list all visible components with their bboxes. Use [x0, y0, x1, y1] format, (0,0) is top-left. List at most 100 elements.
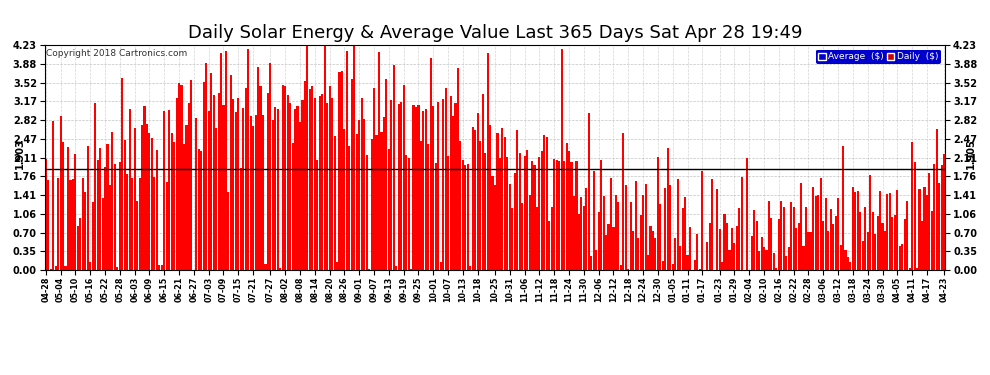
Bar — [97, 159, 99, 270]
Bar — [213, 94, 215, 270]
Bar — [203, 82, 205, 270]
Bar — [558, 161, 560, 270]
Bar — [659, 204, 661, 270]
Bar — [721, 262, 723, 270]
Bar — [413, 105, 415, 270]
Bar — [205, 63, 207, 270]
Bar — [334, 136, 336, 270]
Bar — [403, 85, 405, 270]
Bar — [874, 234, 876, 270]
Bar — [178, 82, 180, 270]
Bar — [628, 269, 630, 270]
Bar — [939, 183, 940, 270]
Bar — [788, 247, 790, 270]
Bar — [365, 154, 367, 270]
Bar — [613, 226, 615, 270]
Bar — [474, 130, 476, 270]
Bar — [775, 268, 777, 270]
Bar — [408, 158, 410, 270]
Bar — [447, 156, 449, 270]
Bar — [568, 151, 570, 270]
Bar — [783, 207, 785, 270]
Bar — [479, 141, 481, 270]
Bar — [316, 160, 319, 270]
Bar — [45, 159, 47, 270]
Bar — [245, 87, 247, 270]
Bar — [486, 53, 489, 270]
Bar — [906, 201, 908, 270]
Bar — [425, 110, 427, 270]
Bar — [129, 110, 131, 270]
Bar — [701, 171, 703, 270]
Bar — [736, 226, 738, 270]
Bar — [763, 247, 765, 270]
Bar — [835, 216, 837, 270]
Bar — [684, 197, 686, 270]
Bar — [795, 228, 797, 270]
Bar — [292, 143, 294, 270]
Bar — [188, 103, 190, 270]
Bar — [378, 53, 380, 270]
Bar — [943, 154, 945, 270]
Bar — [165, 182, 167, 270]
Bar — [346, 51, 347, 270]
Bar — [50, 268, 51, 270]
Bar — [861, 241, 864, 270]
Bar — [272, 120, 274, 270]
Bar — [112, 132, 114, 270]
Bar — [62, 142, 64, 270]
Bar — [501, 128, 504, 270]
Bar — [583, 206, 585, 270]
Bar — [755, 221, 757, 270]
Bar — [644, 184, 646, 270]
Bar — [393, 64, 395, 270]
Bar — [344, 129, 346, 270]
Bar — [491, 176, 494, 270]
Bar — [314, 98, 316, 270]
Bar — [410, 269, 412, 270]
Bar — [921, 221, 923, 270]
Bar — [768, 201, 770, 270]
Bar — [74, 154, 76, 270]
Bar — [304, 81, 306, 270]
Bar — [837, 198, 840, 270]
Bar — [778, 219, 780, 270]
Bar — [548, 220, 550, 270]
Bar — [600, 160, 602, 270]
Bar — [894, 215, 896, 270]
Bar — [563, 162, 565, 270]
Bar — [916, 268, 918, 270]
Bar — [198, 148, 200, 270]
Bar — [815, 195, 817, 270]
Bar — [536, 207, 538, 270]
Bar — [654, 238, 656, 270]
Bar — [433, 106, 435, 270]
Bar — [585, 188, 587, 270]
Bar — [914, 162, 916, 270]
Bar — [420, 141, 422, 270]
Bar — [686, 255, 689, 270]
Bar — [679, 246, 681, 270]
Bar — [909, 268, 911, 270]
Bar — [418, 105, 420, 270]
Bar — [803, 246, 805, 270]
Bar — [929, 173, 931, 270]
Bar — [124, 140, 126, 270]
Bar — [656, 157, 659, 270]
Bar — [254, 115, 256, 270]
Bar — [911, 142, 913, 270]
Bar — [830, 209, 832, 270]
Bar — [588, 113, 590, 270]
Bar — [57, 178, 59, 270]
Bar — [709, 223, 711, 270]
Text: Copyright 2018 Cartronics.com: Copyright 2018 Cartronics.com — [47, 50, 187, 58]
Bar — [449, 96, 451, 270]
Bar — [116, 267, 119, 270]
Bar — [926, 195, 928, 270]
Bar — [430, 58, 432, 270]
Bar — [306, 45, 309, 270]
Bar — [603, 196, 605, 270]
Bar — [107, 144, 109, 270]
Bar — [69, 180, 71, 270]
Bar — [901, 244, 903, 270]
